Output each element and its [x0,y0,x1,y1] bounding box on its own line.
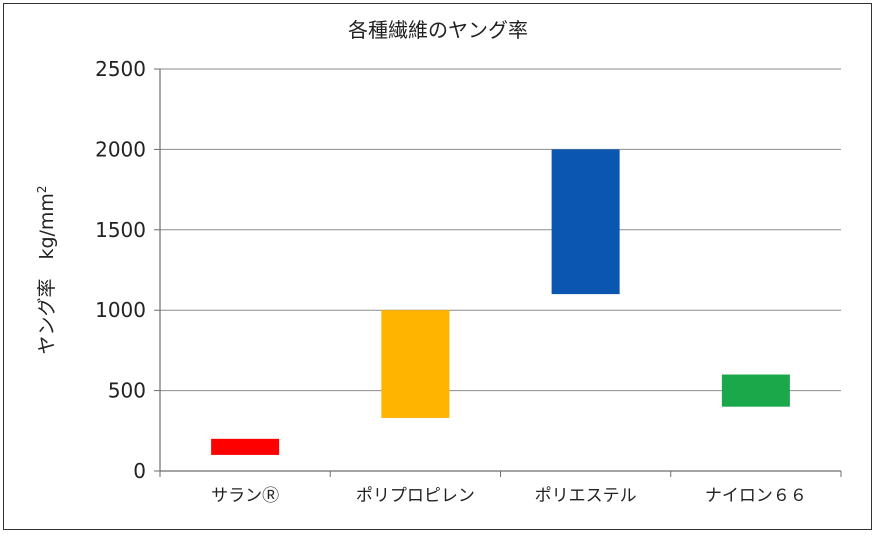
x-tick-label-1: サランⓇ [211,486,279,506]
bar-3 [551,149,620,295]
y-axis-label-superscript: 2 [35,185,49,193]
y-tick-label-500: 500 [108,379,146,403]
x-tick-labels: サランⓇ ポリプロピレン ポリエステル ナイロン６６ [211,486,807,506]
y-axis-label: ヤング率 kg/mm2 [35,185,58,354]
bar-2 [381,310,450,418]
chart-title: 各種繊維のヤング率 [348,18,528,42]
x-tick-label-3: ポリエステル [535,486,637,506]
y-tick-label-1000: 1000 [95,298,146,322]
y-axis-label-text: ヤング率 kg/mm [36,193,58,354]
axes [154,68,842,477]
bar-4 [721,374,790,407]
y-tick-label-2500: 2500 [95,57,146,81]
y-tick-labels: 0 500 1000 1500 2000 2500 [95,57,146,483]
x-tick-label-2: ポリプロピレン [356,486,475,506]
x-tick-label-4: ナイロン６６ [705,486,807,506]
bars [211,149,790,455]
y-tick-label-0: 0 [133,459,146,483]
y-tick-label-1500: 1500 [95,218,146,242]
chart-frame [3,3,872,530]
bar-1 [211,438,280,455]
y-tick-label-2000: 2000 [95,137,146,161]
grid-lines [160,68,841,392]
